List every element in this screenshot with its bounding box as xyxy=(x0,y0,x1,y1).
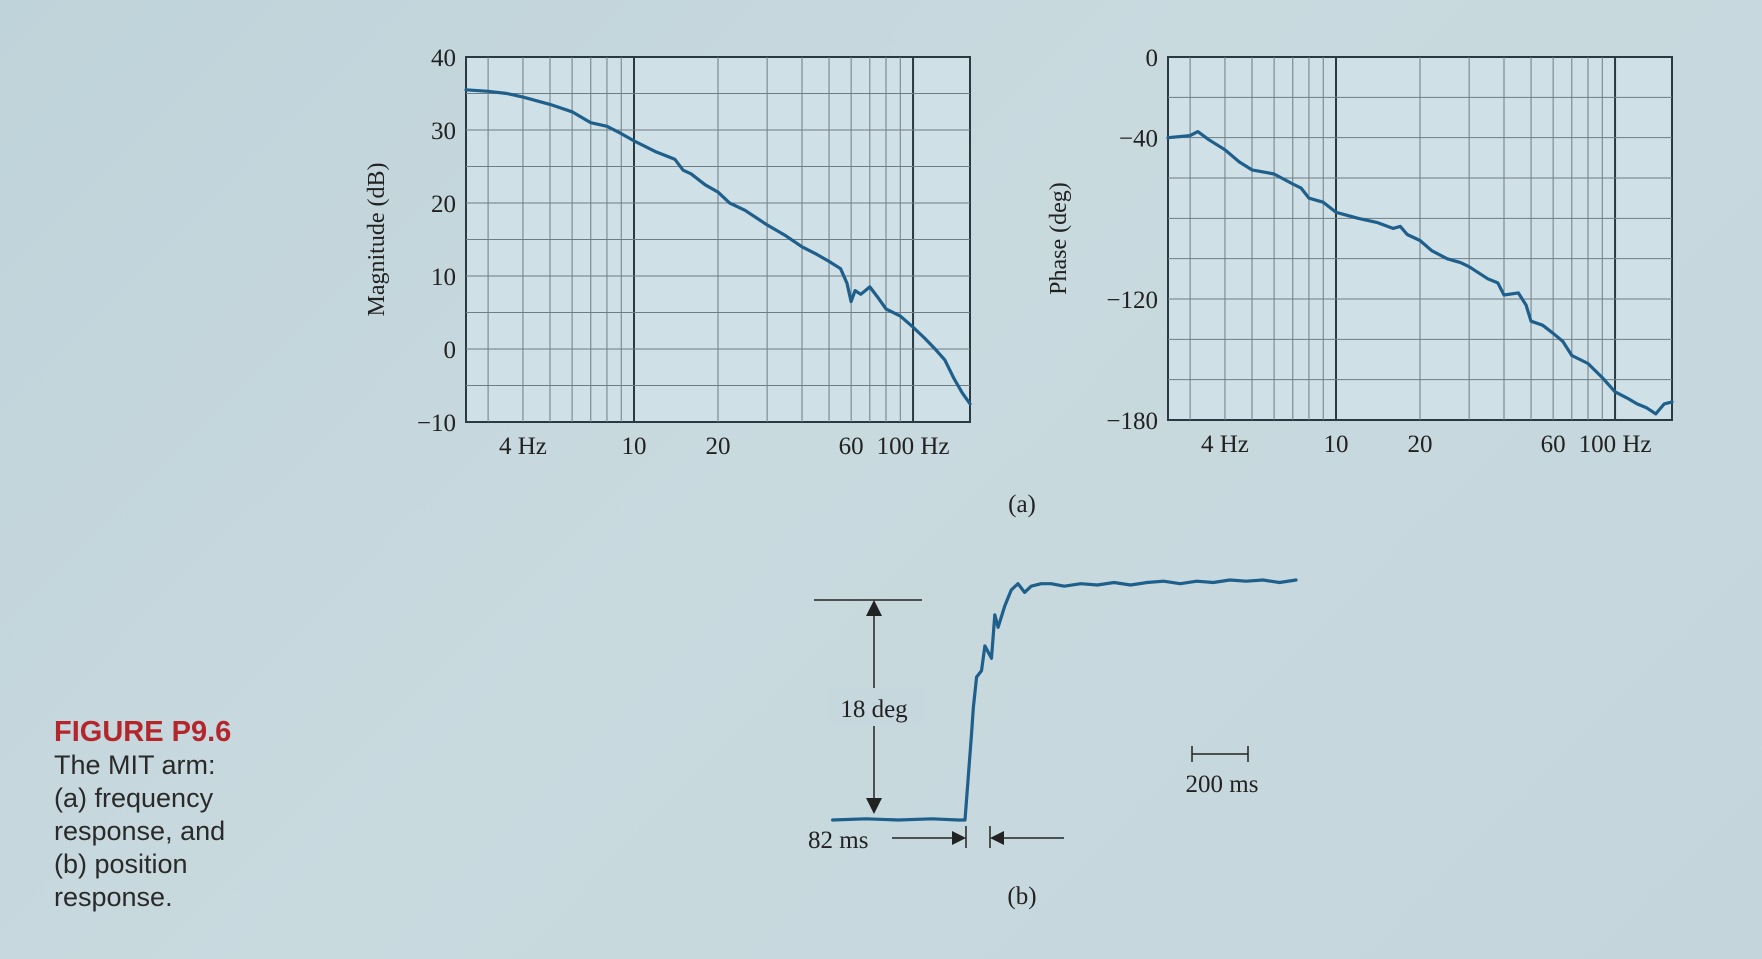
x-tick-label: 60 xyxy=(839,433,864,460)
x-tick-label: 4 Hz xyxy=(1201,431,1249,458)
caption-line-1: The MIT arm: xyxy=(54,750,216,780)
x-tick-label: 10 xyxy=(622,433,647,460)
caption-line-3: response, and xyxy=(54,816,226,846)
y-tick-label: −10 xyxy=(417,410,456,437)
panel-label-a: (a) xyxy=(1008,491,1036,518)
magnitude-plot: 40 30 20 10 0 −10 4 Hz 10 20 60 100 Hz Magnitude (d… xyxy=(364,45,972,460)
amplitude-label: 18 deg xyxy=(840,696,908,723)
delay-label: 82 ms xyxy=(808,827,868,854)
y-axis-label: Magnitude (dB) xyxy=(364,163,390,317)
y-tick-label: 0 xyxy=(444,337,457,364)
amplitude-arrow-head-down xyxy=(866,798,882,814)
y-axis-label: Phase (deg) xyxy=(1046,182,1072,295)
x-tick-label: 20 xyxy=(706,433,731,460)
position-curve xyxy=(831,578,1298,822)
y-tick-label: 30 xyxy=(431,118,456,145)
y-tick-label: 40 xyxy=(431,45,456,72)
y-tick-label: 0 xyxy=(1146,45,1159,72)
y-tick-label: −120 xyxy=(1106,287,1158,314)
x-tick-label: 100 Hz xyxy=(1579,431,1652,458)
y-tick-label: 10 xyxy=(431,264,456,291)
caption-line-2: (a) frequency xyxy=(54,783,214,813)
x-tick-label: 4 Hz xyxy=(499,433,547,460)
caption-line-5: response. xyxy=(54,882,173,912)
phase-plot: 0 −40 −120 −180 4 Hz 10 20 60 100 Hz Phase (deg) xyxy=(1046,45,1674,458)
series-line xyxy=(1166,130,1674,416)
x-tick-label: 10 xyxy=(1324,431,1349,458)
scale-label: 200 ms xyxy=(1186,771,1259,798)
panel-label-b: (b) xyxy=(1007,883,1036,910)
position-response-plot: 18 deg 82 ms 200 ms xyxy=(808,578,1298,854)
x-tick-label: 60 xyxy=(1541,431,1566,458)
y-tick-label: −40 xyxy=(1119,126,1158,153)
series-line xyxy=(464,88,972,406)
delay-arrow-head-left xyxy=(952,831,966,845)
figure-caption: FIGURE P9.6 The MIT arm: (a) frequency r… xyxy=(54,716,314,914)
y-tick-label: 20 xyxy=(431,191,456,218)
y-tick-label: −180 xyxy=(1106,408,1158,435)
caption-title: FIGURE P9.6 xyxy=(54,716,232,748)
amplitude-label-bg xyxy=(828,688,924,726)
delay-arrow-head-right xyxy=(990,831,1004,845)
x-tick-label: 20 xyxy=(1408,431,1433,458)
amplitude-arrow-head-up xyxy=(866,600,882,616)
x-tick-label: 100 Hz xyxy=(877,433,950,460)
caption-line-4: (b) position xyxy=(54,849,188,879)
